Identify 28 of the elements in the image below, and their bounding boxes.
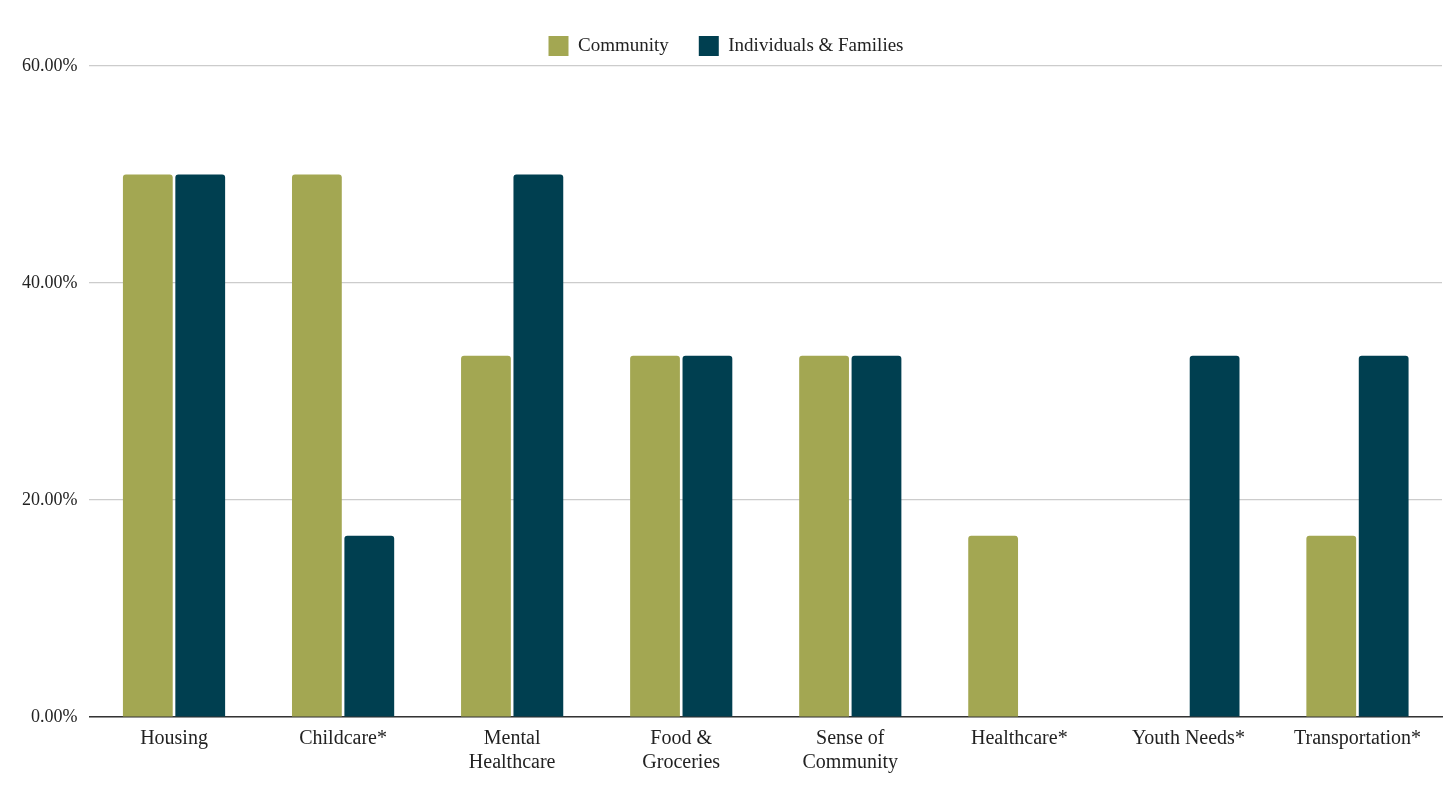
bar — [851, 355, 902, 717]
x-tick-label: Youth Needs* — [1131, 726, 1245, 749]
bar — [344, 535, 395, 717]
y-tick-label: 0.00% — [30, 705, 78, 726]
y-tick-label: 40.00% — [21, 271, 78, 292]
legend-label: Community — [578, 33, 670, 55]
bar — [291, 174, 342, 717]
x-tick-label: Transportation* — [1293, 726, 1421, 750]
x-tick-label: Housing — [140, 726, 208, 750]
bar — [1189, 355, 1240, 717]
x-tick-label: Childcare* — [299, 726, 387, 749]
y-tick-label: 20.00% — [21, 488, 78, 509]
bar — [630, 355, 680, 717]
y-tick-label: 60.00% — [21, 54, 78, 75]
bar — [682, 355, 733, 717]
x-tick-label: Food & Groceries — [642, 726, 721, 773]
bar — [1306, 535, 1357, 717]
bar — [1358, 355, 1409, 717]
x-tick-label: Sense of Community — [802, 726, 899, 774]
bar — [175, 174, 226, 717]
bar — [513, 174, 564, 717]
bar — [968, 535, 1019, 717]
x-tick-label: Mental Healthcare — [468, 726, 556, 773]
bar — [799, 355, 849, 717]
bar — [122, 174, 173, 717]
legend-label: Individuals & Families — [728, 33, 904, 55]
x-tick-label: Healthcare* — [971, 726, 1068, 749]
bar — [461, 355, 511, 717]
